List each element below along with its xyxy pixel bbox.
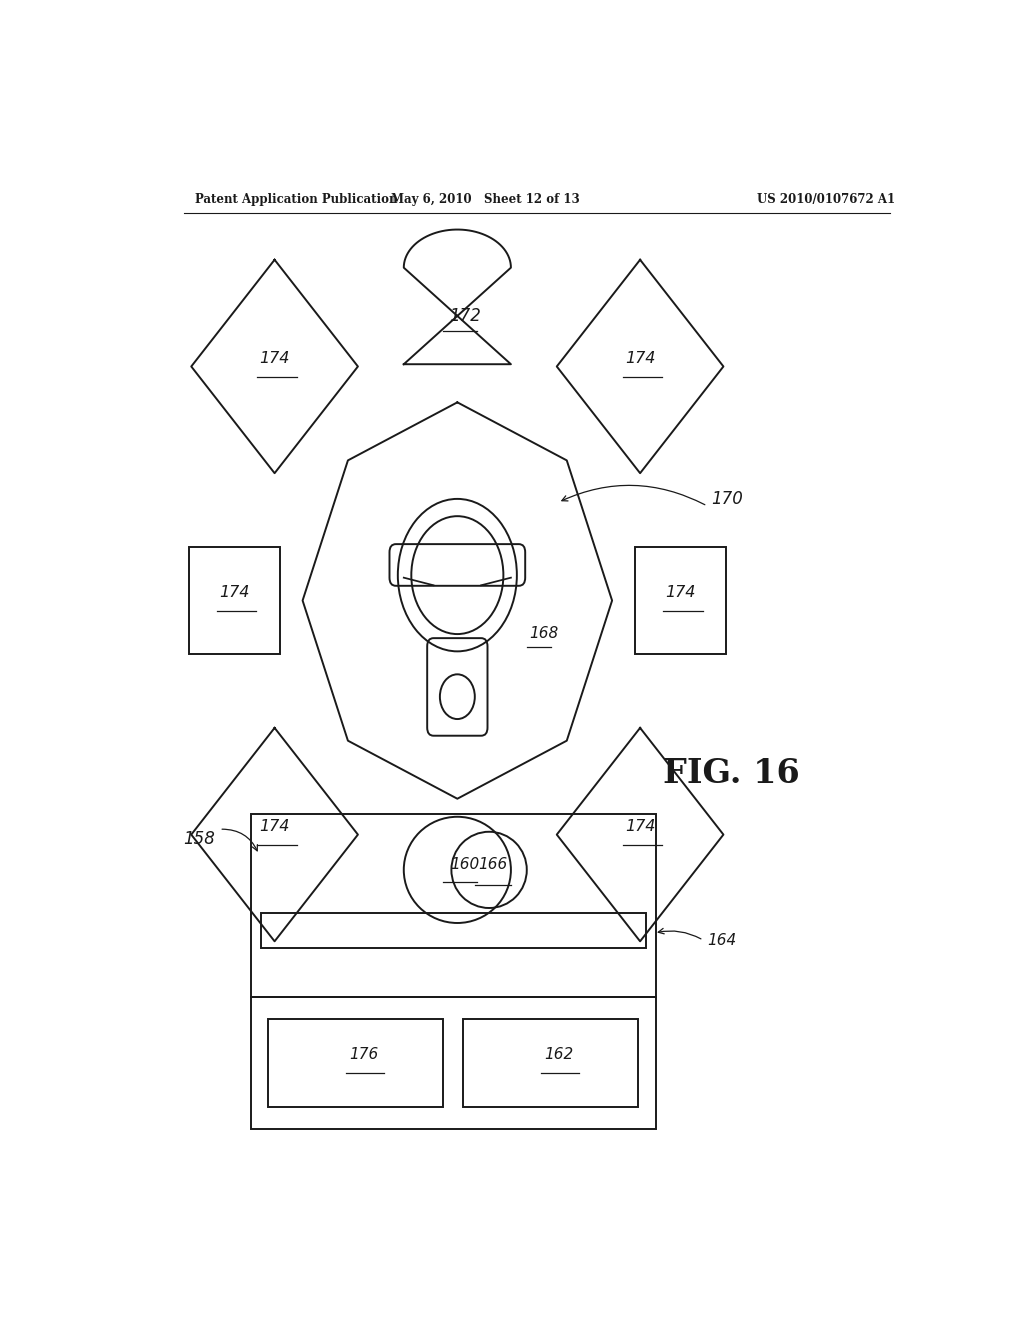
Text: 158: 158 [183, 830, 215, 849]
Bar [251, 997, 655, 1129]
Text: US 2010/0107672 A1: US 2010/0107672 A1 [758, 193, 895, 206]
Text: 174: 174 [666, 585, 695, 599]
Text: 168: 168 [528, 626, 558, 640]
Text: 174: 174 [625, 818, 655, 834]
Bar [188, 548, 280, 653]
Bar [260, 912, 646, 948]
Text: 172: 172 [450, 308, 481, 325]
Text: 170: 170 [712, 490, 743, 508]
Text: 162: 162 [544, 1047, 573, 1063]
Text: 174: 174 [625, 351, 655, 366]
Text: May 6, 2010   Sheet 12 of 13: May 6, 2010 Sheet 12 of 13 [391, 193, 580, 206]
Text: 174: 174 [259, 351, 290, 366]
FancyArrowPatch shape [658, 928, 701, 939]
Text: 176: 176 [349, 1047, 379, 1063]
Text: 174: 174 [259, 818, 290, 834]
FancyArrowPatch shape [562, 486, 705, 504]
Text: 174: 174 [219, 585, 249, 599]
Bar [268, 1019, 443, 1106]
Text: 164: 164 [708, 933, 736, 948]
Text: 160: 160 [451, 857, 480, 873]
Bar [635, 548, 726, 653]
Text: Patent Application Publication: Patent Application Publication [196, 193, 398, 206]
Text: 166: 166 [478, 857, 508, 873]
Bar [463, 1019, 638, 1106]
Text: FIG. 16: FIG. 16 [663, 756, 800, 789]
FancyArrowPatch shape [222, 829, 257, 851]
Bar [251, 814, 655, 997]
